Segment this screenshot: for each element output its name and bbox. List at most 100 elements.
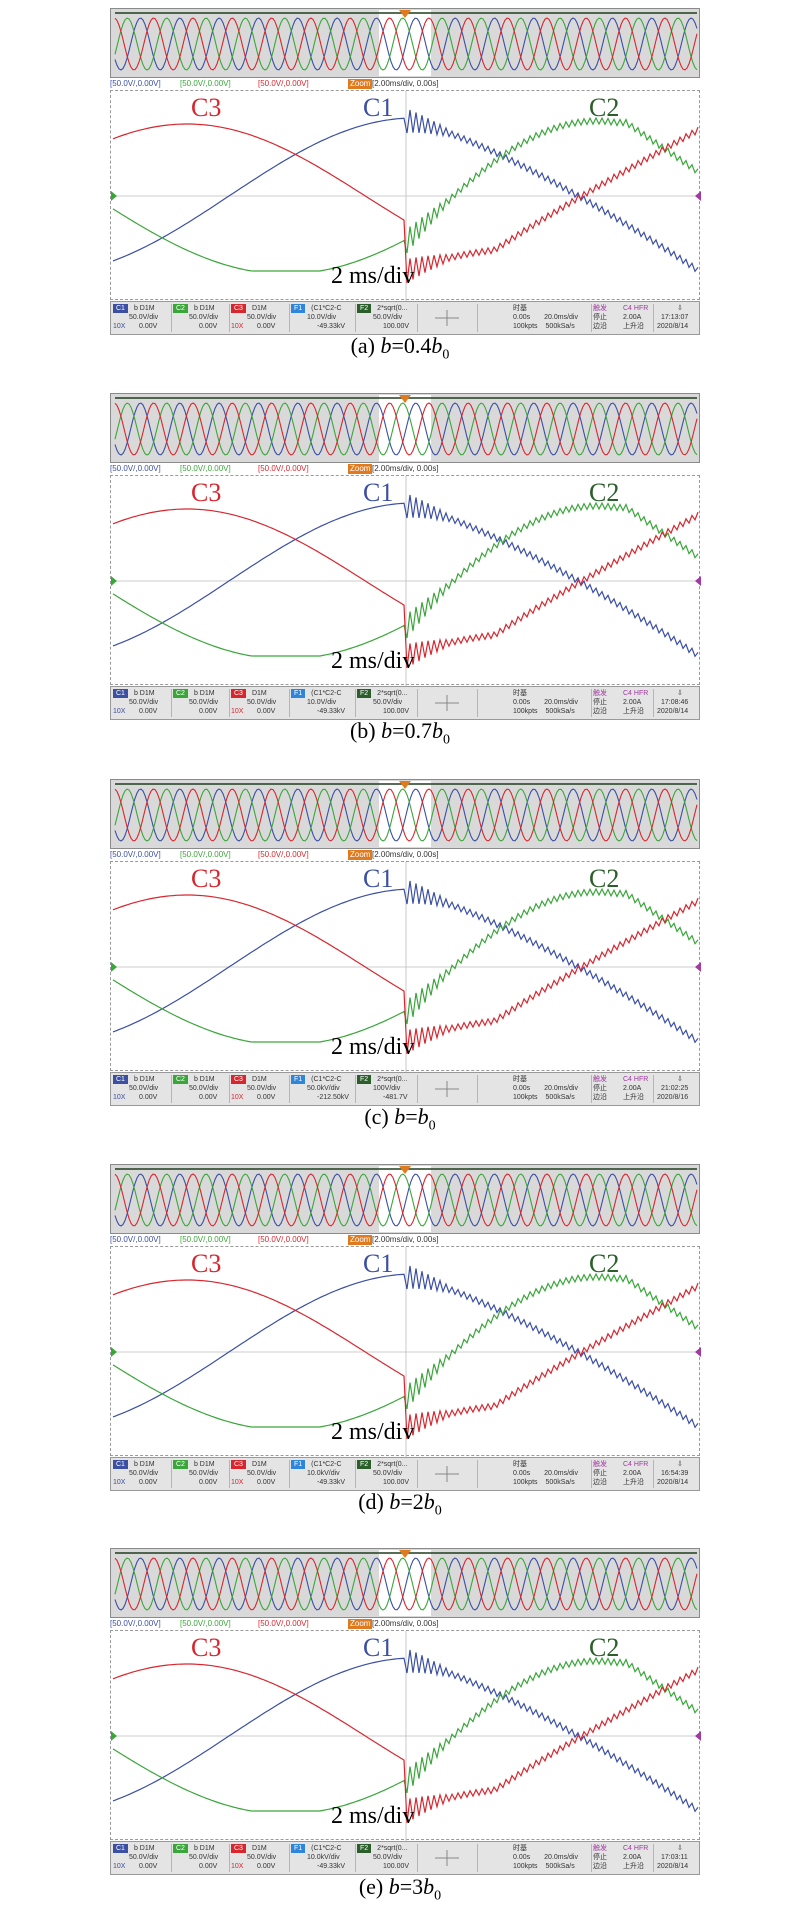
trigger-marker-icon[interactable] [399, 395, 411, 403]
status-row: 0.00s 20.0ms/div [513, 1853, 578, 1862]
f2-status[interactable]: F2 2*sqrt(0... 50.0V/div 100.00V [355, 1460, 418, 1488]
f1-status[interactable]: F1 (C1*C2-C 50.0kV/div -212.50kV [289, 1075, 356, 1103]
status-row: 停止 2.00A [593, 1084, 641, 1093]
c1-status[interactable]: C1 b D1M 50.0V/div 10X 0.00V [111, 1460, 172, 1488]
zoom-badge[interactable]: Zoom [348, 850, 373, 860]
channel-scale: 10.0kV/div [307, 1854, 340, 1861]
channel-mode: (C1*C2-C [311, 1845, 342, 1852]
ground-marker-icon[interactable] [111, 1347, 117, 1357]
ground-marker-icon[interactable] [111, 962, 117, 972]
c3-trace [112, 123, 699, 284]
trigger-status[interactable]: 触发 C4 HFR 停止 2.00A 边沿 上升沿 [591, 689, 654, 717]
usb-icon: ⇩ [677, 305, 683, 312]
timebase-status[interactable]: 时基 0.00s 20.0ms/div 100kpts 500kSa/s [511, 1844, 592, 1872]
crosshair-icon[interactable] [417, 689, 478, 717]
c3-status[interactable]: C3 D1M 50.0V/div 10X 0.00V [229, 304, 290, 332]
channel-tag: C2 [173, 689, 188, 698]
c2-status[interactable]: C2 b D1M 50.0V/div 0.00V [171, 1075, 230, 1103]
timebase-readout: [2.00ms/div, 0.00s] [372, 850, 439, 859]
crosshair-icon[interactable] [417, 1460, 478, 1488]
timebase-status[interactable]: 时基 0.00s 20.0ms/div 100kpts 500kSa/s [511, 304, 592, 332]
trigger-status[interactable]: 触发 C4 HFR 停止 2.00A 边沿 上升沿 [591, 1075, 654, 1103]
trigger-level: 2.00A [623, 699, 642, 706]
trigger-level-marker-icon[interactable] [695, 576, 701, 586]
trigger-marker-icon[interactable] [399, 781, 411, 789]
c3-status[interactable]: C3 D1M 50.0V/div 10X 0.00V [229, 1460, 290, 1488]
status-row: F2 2*sqrt(0... [357, 304, 408, 313]
trigger-status[interactable]: 触发 C4 HFR 停止 2.00A 边沿 上升沿 [591, 1844, 654, 1872]
timebase-status[interactable]: 时基 0.00s 20.0ms/div 100kpts 500kSa/s [511, 689, 592, 717]
c1-status[interactable]: C1 b D1M 50.0V/div 10X 0.00V [111, 1844, 172, 1872]
c1-trace [112, 880, 699, 1044]
time-division-label: 2 ms/div [331, 1803, 415, 1829]
c3-status[interactable]: C3 D1M 50.0V/div 10X 0.00V [229, 689, 290, 717]
status-row: 停止 2.00A [593, 313, 641, 322]
ground-marker-icon[interactable] [111, 1731, 117, 1741]
zoom-badge[interactable]: Zoom [348, 1619, 373, 1629]
c2-overview-trace [114, 1173, 698, 1227]
f1-status[interactable]: F1 (C1*C2-C 10.0V/div -49.33kV [289, 689, 356, 717]
crosshair-icon[interactable] [417, 1844, 478, 1872]
zoom-badge[interactable]: Zoom [348, 464, 373, 474]
channel-mode: D1M [251, 1076, 267, 1083]
panel-caption: (c) b=b0 [0, 1104, 800, 1134]
c2-status[interactable]: C2 b D1M 50.0V/div 0.00V [171, 1844, 230, 1872]
c1-status[interactable]: C1 b D1M 50.0V/div 10X 0.00V [111, 1075, 172, 1103]
c3-status[interactable]: C3 D1M 50.0V/div 10X 0.00V [229, 1075, 290, 1103]
crosshair-icon[interactable] [417, 304, 478, 332]
trigger-status[interactable]: 触发 C4 HFR 停止 2.00A 边沿 上升沿 [591, 304, 654, 332]
status-row: 10X 0.00V [113, 707, 157, 716]
c3-scale: [50.0V/,0.00V] [258, 1619, 309, 1628]
channel-tag: C3 [231, 689, 246, 698]
channel-offset: 0.00V [257, 1863, 276, 1870]
c2-status[interactable]: C2 b D1M 50.0V/div 0.00V [171, 689, 230, 717]
channel-tag: F1 [291, 1460, 306, 1469]
f2-status[interactable]: F2 2*sqrt(0... 50.0V/div 100.00V [355, 689, 418, 717]
zoomed-waveforms [111, 91, 701, 301]
trigger-title: 触发 [593, 1845, 607, 1852]
trigger-source: C4 HFR [623, 1076, 649, 1083]
crosshair-glyph [435, 310, 459, 326]
c3-status[interactable]: C3 D1M 50.0V/div 10X 0.00V [229, 1844, 290, 1872]
trigger-level-marker-icon[interactable] [695, 1731, 701, 1741]
record-length: 100kpts [513, 1863, 538, 1870]
caption-subscript: 0 [434, 1503, 442, 1519]
trigger-marker-icon[interactable] [399, 1166, 411, 1174]
zoom-badge[interactable]: Zoom [348, 79, 373, 89]
f2-status[interactable]: F2 2*sqrt(0... 50.0V/div 100.00V [355, 1844, 418, 1872]
c1-status[interactable]: C1 b D1M 50.0V/div 10X 0.00V [111, 304, 172, 332]
channel-offset: 100.00V [383, 1479, 410, 1486]
timebase-status[interactable]: 时基 0.00s 20.0ms/div 100kpts 500kSa/s [511, 1460, 592, 1488]
trigger-level-marker-icon[interactable] [695, 962, 701, 972]
channel-scale: 50.0V/div [247, 314, 277, 321]
zoom-badge[interactable]: Zoom [348, 1235, 373, 1245]
crosshair-icon[interactable] [417, 1075, 478, 1103]
trigger-marker-icon[interactable] [399, 1550, 411, 1558]
c1-status[interactable]: C1 b D1M 50.0V/div 10X 0.00V [111, 689, 172, 717]
trigger-marker-icon[interactable] [399, 10, 411, 18]
clock-time: 16:54:39 [661, 1470, 689, 1477]
c3-overview-trace [114, 788, 698, 842]
c3-scale: [50.0V/,0.00V] [258, 464, 309, 473]
ground-marker-icon[interactable] [111, 191, 117, 201]
trigger-title: 触发 [593, 690, 607, 697]
c3-label: C3 [191, 864, 222, 893]
caption-variable: b [381, 718, 393, 743]
f1-status[interactable]: F1 (C1*C2-C 10.0V/div -49.33kV [289, 304, 356, 332]
sample-rate: 500kSa/s [545, 1094, 575, 1101]
trigger-level-marker-icon[interactable] [695, 1347, 701, 1357]
timebase-status[interactable]: 时基 0.00s 20.0ms/div 100kpts 500kSa/s [511, 1075, 592, 1103]
f1-status[interactable]: F1 (C1*C2-C 10.0kV/div -49.33kV [289, 1460, 356, 1488]
f2-status[interactable]: F2 2*sqrt(0... 50.0V/div 100.00V [355, 304, 418, 332]
f1-status[interactable]: F1 (C1*C2-C 10.0kV/div -49.33kV [289, 1844, 356, 1872]
trigger-level-marker-icon[interactable] [695, 191, 701, 201]
usb-icon: ⇩ [677, 1845, 683, 1852]
trigger-status[interactable]: 触发 C4 HFR 停止 2.00A 边沿 上升沿 [591, 1460, 654, 1488]
ground-marker-icon[interactable] [111, 576, 117, 586]
c2-status[interactable]: C2 b D1M 50.0V/div 0.00V [171, 1460, 230, 1488]
clock-time: 17:08:46 [661, 699, 689, 706]
f2-status[interactable]: F2 2*sqrt(0... 100V/div -481.7V [355, 1075, 418, 1103]
status-row: 0.00s 20.0ms/div [513, 1084, 578, 1093]
c2-status[interactable]: C2 b D1M 50.0V/div 0.00V [171, 304, 230, 332]
channel-offset: 0.00V [199, 1479, 218, 1486]
